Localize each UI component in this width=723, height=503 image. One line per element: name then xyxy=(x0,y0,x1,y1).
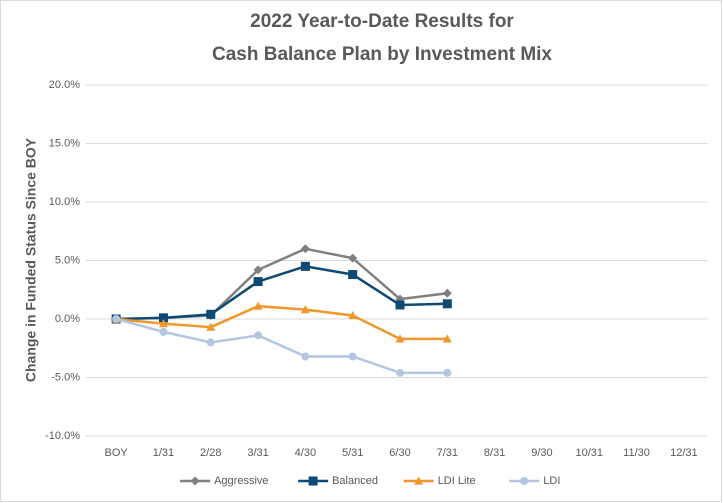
legend-label: LDI xyxy=(543,475,560,487)
marker xyxy=(159,327,168,336)
marker xyxy=(520,477,529,485)
x-tick-label: 11/30 xyxy=(623,447,650,459)
series-line xyxy=(116,265,448,321)
x-tick-label: 4/30 xyxy=(295,447,316,459)
x-tick-label: 8/31 xyxy=(484,447,505,459)
y-tick-label: 15.0% xyxy=(49,137,80,149)
y-tick-label: 0.0% xyxy=(55,313,80,325)
y-tick-label: 5.0% xyxy=(55,254,80,266)
marker xyxy=(348,253,358,263)
legend: Aggressive Balanced LDI Lite LDI xyxy=(180,475,560,487)
marker xyxy=(158,313,168,323)
marker xyxy=(348,270,358,280)
marker xyxy=(253,265,263,275)
legend-label: LDI Lite xyxy=(438,475,476,487)
series-line xyxy=(116,304,448,341)
x-tick-label: 9/30 xyxy=(531,447,552,459)
chart-title: 2022 Year-to-Date Results for xyxy=(250,11,514,32)
marker xyxy=(254,331,263,340)
legend-entry: Balanced xyxy=(298,475,378,487)
y-tick-label: 20.0% xyxy=(49,79,80,91)
marker xyxy=(300,244,310,254)
marker xyxy=(206,322,216,331)
x-tick-label: 6/30 xyxy=(389,447,410,459)
x-tick-label: 1/31 xyxy=(153,447,174,459)
marker xyxy=(395,334,405,343)
y-tick-label: 10.0% xyxy=(49,196,80,208)
x-tick-label: 3/31 xyxy=(247,447,268,459)
marker xyxy=(442,334,452,343)
marker xyxy=(300,261,310,271)
marker xyxy=(396,368,404,377)
x-tick-label: 2/28 xyxy=(200,447,221,459)
marker xyxy=(253,277,263,287)
y-axis-title: Change in Funded Status Since BOY xyxy=(23,137,39,382)
marker xyxy=(206,309,216,319)
marker xyxy=(348,352,357,361)
x-tick-label: 5/31 xyxy=(342,447,363,459)
marker xyxy=(112,315,121,323)
marker xyxy=(300,305,310,314)
marker xyxy=(395,300,405,310)
chart-title: Cash Balance Plan by Investment Mix xyxy=(212,44,552,65)
legend-entry: LDI xyxy=(509,475,560,487)
marker xyxy=(348,310,358,320)
x-tick-label: 7/31 xyxy=(437,447,458,459)
legend-entry: Aggressive xyxy=(180,475,269,487)
marker xyxy=(301,352,310,361)
series-line xyxy=(115,317,448,375)
marker xyxy=(158,319,168,328)
marker xyxy=(414,476,424,485)
x-tick-label: BOY xyxy=(105,447,129,459)
legend-label: Aggressive xyxy=(214,475,268,487)
marker xyxy=(253,301,263,310)
marker xyxy=(442,299,452,309)
marker xyxy=(442,288,452,298)
marker xyxy=(190,476,200,486)
y-tick-label: -5.0% xyxy=(51,371,80,383)
marker xyxy=(308,476,318,486)
legend-entry: LDI Lite xyxy=(403,475,476,487)
x-tick-label: 10/31 xyxy=(575,447,603,459)
marker xyxy=(206,338,215,347)
y-tick-label: -10.0% xyxy=(45,430,80,442)
x-tick-label: 12/31 xyxy=(670,447,698,459)
marker xyxy=(443,368,452,377)
legend-label: Balanced xyxy=(332,475,378,487)
